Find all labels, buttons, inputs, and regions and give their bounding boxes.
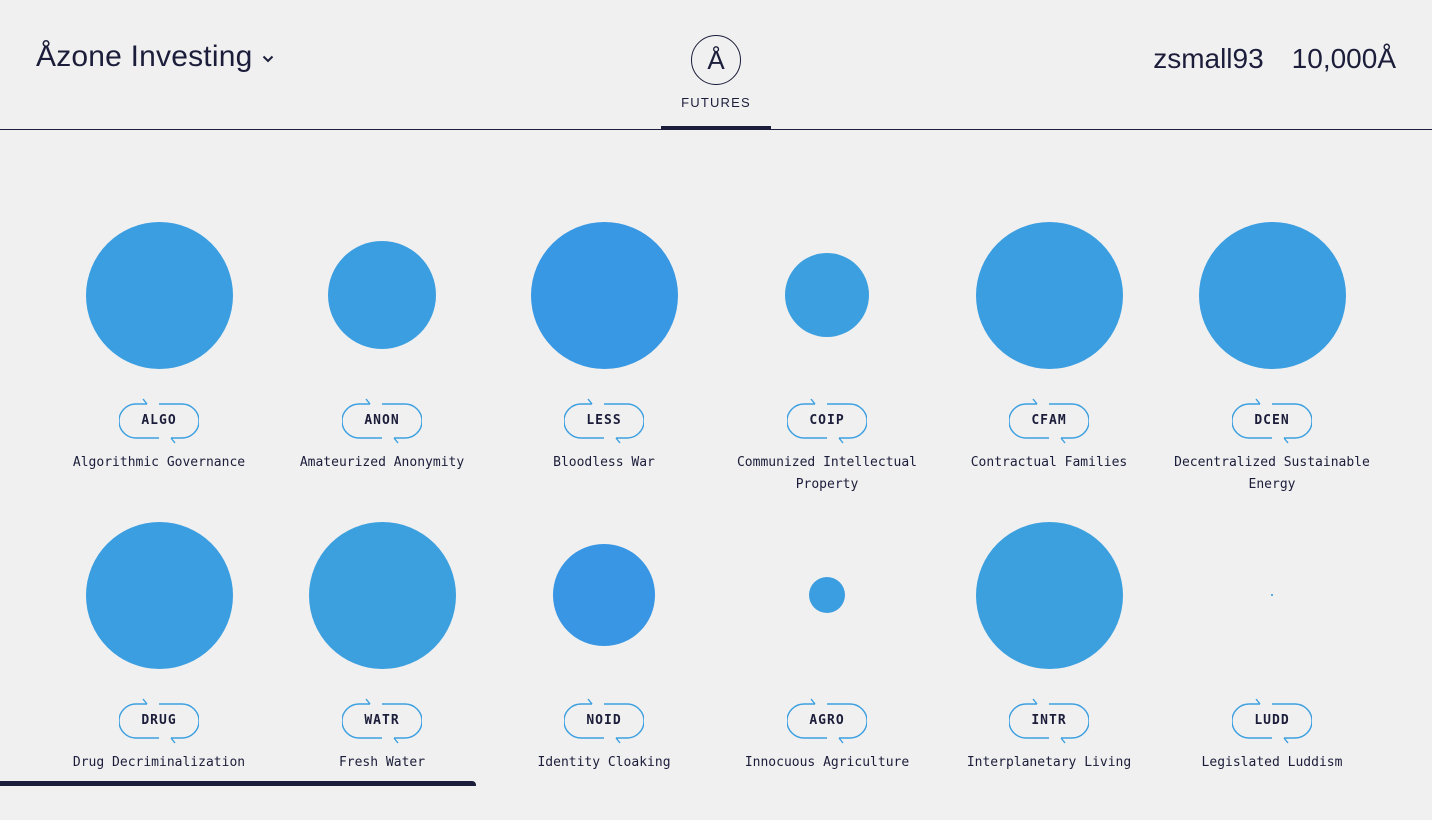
future-bubble-area — [271, 220, 493, 370]
ticker-symbol: AGRO — [809, 713, 845, 728]
exchange-arrows-icon — [564, 698, 644, 744]
future-bubble-area — [493, 520, 715, 670]
future-bubble[interactable] — [1271, 594, 1273, 596]
future-card-cfam[interactable]: CFAM Contractual Families — [938, 220, 1160, 520]
future-name: Communized Intellectual Property — [736, 455, 917, 492]
exchange-arrows-icon — [342, 698, 422, 744]
ticker-badge[interactable]: NOID — [564, 698, 644, 744]
future-name: Interplanetary Living — [966, 755, 1132, 770]
exchange-arrows-icon — [1009, 398, 1089, 444]
futures-nav-label: FUTURES — [681, 95, 751, 110]
future-bubble[interactable] — [530, 221, 678, 369]
ticker-symbol: NOID — [586, 713, 622, 728]
username[interactable]: zsmall93 — [1153, 43, 1264, 74]
future-bubble[interactable] — [1198, 221, 1346, 369]
account-info: zsmall93 10,000Å — [1153, 43, 1396, 75]
future-card-watr[interactable]: WATR Fresh Water — [271, 520, 493, 820]
ticker-symbol: DRUG — [141, 713, 177, 728]
future-bubble-area — [938, 520, 1160, 670]
active-tab-indicator — [661, 126, 771, 130]
future-card-less[interactable]: LESS Bloodless War — [493, 220, 715, 520]
ticker-symbol: ALGO — [141, 413, 177, 428]
brand-title: Åzone Investing — [36, 40, 253, 73]
futures-grid: ALGO Algorithmic Governance ANON Amateurize… — [48, 220, 1383, 770]
ticker-symbol: DCEN — [1254, 413, 1290, 428]
future-bubble-area — [938, 220, 1160, 370]
future-bubble[interactable] — [975, 221, 1123, 369]
ticker-badge[interactable]: DCEN — [1232, 398, 1312, 444]
future-bubble-area — [1161, 520, 1383, 670]
exchange-arrows-icon — [119, 398, 199, 444]
ticker-badge[interactable]: LESS — [564, 398, 644, 444]
futures-nav-tab[interactable]: Å FUTURES — [661, 0, 771, 130]
future-name: Contractual Families — [970, 455, 1128, 470]
future-bubble-area — [493, 220, 715, 370]
future-name: Amateurized Anonymity — [299, 455, 465, 470]
exchange-arrows-icon — [787, 698, 867, 744]
future-bubble[interactable] — [808, 576, 846, 614]
future-card-ludd[interactable]: LUDD Legislated Luddism — [1161, 520, 1383, 820]
future-bubble[interactable] — [308, 521, 456, 669]
future-name: Legislated Luddism — [1201, 755, 1343, 770]
logo-glyph: Å — [707, 44, 725, 75]
future-name: Fresh Water — [338, 755, 426, 770]
future-name: Decentralized Sustainable Energy — [1174, 455, 1370, 492]
exchange-arrows-icon — [1009, 698, 1089, 744]
future-bubble-area — [716, 520, 938, 670]
future-card-coip[interactable]: COIP Communized Intellectual Property — [716, 220, 938, 520]
ticker-badge[interactable]: ALGO — [119, 398, 199, 444]
chevron-down-icon — [263, 55, 274, 63]
ticker-symbol: ANON — [364, 413, 400, 428]
future-card-noid[interactable]: NOID Identity Cloaking — [493, 520, 715, 820]
ticker-badge[interactable]: ANON — [342, 398, 422, 444]
balance: 10,000Å — [1291, 43, 1396, 74]
ticker-symbol: INTR — [1031, 713, 1067, 728]
brand-menu[interactable]: Åzone Investing — [36, 40, 274, 74]
future-bubble[interactable] — [553, 544, 655, 646]
future-bubble-area — [271, 520, 493, 670]
exchange-arrows-icon — [564, 398, 644, 444]
future-card-drug[interactable]: DRUG Drug Decriminalization — [48, 520, 270, 820]
future-name: Innocuous Agriculture — [744, 755, 910, 770]
future-bubble[interactable] — [785, 253, 869, 337]
exchange-arrows-icon — [1232, 398, 1312, 444]
future-name: Drug Decriminalization — [72, 755, 246, 770]
future-card-algo[interactable]: ALGO Algorithmic Governance — [48, 220, 270, 520]
future-bubble[interactable] — [85, 221, 233, 369]
exchange-arrows-icon — [1232, 698, 1312, 744]
future-bubble-area — [1161, 220, 1383, 370]
ticker-symbol: WATR — [364, 713, 400, 728]
future-bubble-area — [48, 220, 270, 370]
exchange-arrows-icon — [787, 398, 867, 444]
future-card-dcen[interactable]: DCEN Decentralized Sustainable Energy — [1161, 220, 1383, 520]
future-name: Algorithmic Governance — [72, 455, 246, 470]
ticker-badge[interactable]: DRUG — [119, 698, 199, 744]
future-card-anon[interactable]: ANON Amateurized Anonymity — [271, 220, 493, 520]
future-card-intr[interactable]: INTR Interplanetary Living — [938, 520, 1160, 820]
exchange-arrows-icon — [342, 398, 422, 444]
status-tooltip-bar — [0, 781, 476, 786]
future-bubble-area — [716, 220, 938, 370]
future-bubble[interactable] — [85, 521, 233, 669]
ticker-symbol: COIP — [809, 413, 845, 428]
ticker-badge[interactable]: AGRO — [787, 698, 867, 744]
ticker-symbol: LESS — [586, 413, 622, 428]
ticker-symbol: CFAM — [1031, 413, 1067, 428]
ticker-badge[interactable]: COIP — [787, 398, 867, 444]
azone-logo-icon: Å — [691, 35, 741, 85]
top-bar: Åzone Investing Å FUTURES zsmall93 10,00… — [0, 0, 1432, 130]
future-bubble[interactable] — [975, 521, 1123, 669]
ticker-badge[interactable]: WATR — [342, 698, 422, 744]
ticker-badge[interactable]: CFAM — [1009, 398, 1089, 444]
future-card-agro[interactable]: AGRO Innocuous Agriculture — [716, 520, 938, 820]
ticker-badge[interactable]: LUDD — [1232, 698, 1312, 744]
future-name: Identity Cloaking — [537, 755, 671, 770]
ticker-badge[interactable]: INTR — [1009, 698, 1089, 744]
ticker-symbol: LUDD — [1254, 713, 1290, 728]
exchange-arrows-icon — [119, 698, 199, 744]
future-bubble-area — [48, 520, 270, 670]
future-name: Bloodless War — [553, 455, 655, 470]
future-bubble[interactable] — [327, 240, 437, 350]
